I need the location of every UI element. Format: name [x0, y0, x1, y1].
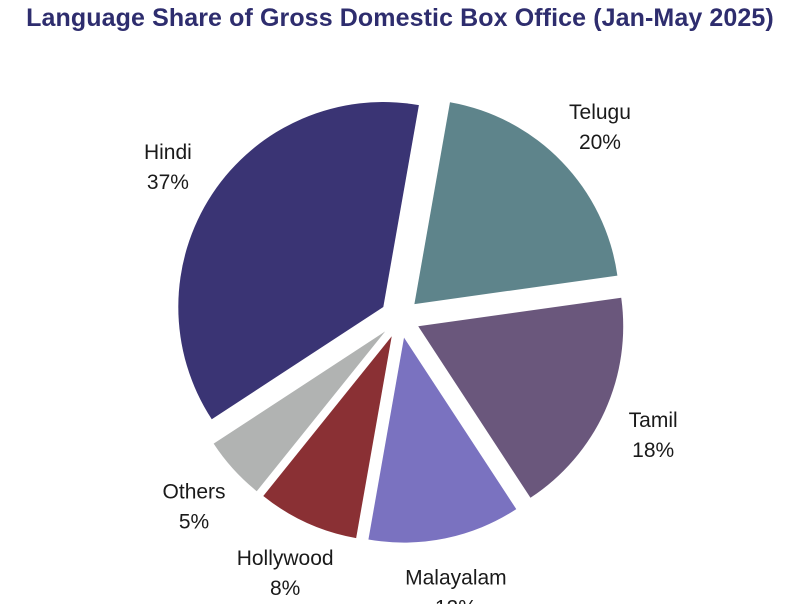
slice-others — [213, 331, 386, 492]
slice-label-hollywood: Hollywood — [237, 547, 334, 570]
slice-value-hollywood: 8% — [270, 577, 300, 600]
slice-label-hindi: Hindi — [144, 141, 192, 164]
chart-title: Language Share of Gross Domestic Box Off… — [26, 4, 774, 32]
slice-value-tamil: 18% — [632, 439, 674, 462]
slice-label-tamil: Tamil — [629, 409, 678, 432]
slice-value-others: 5% — [179, 511, 209, 534]
slice-malayalam — [368, 337, 517, 543]
slice-tamil — [418, 297, 624, 498]
slice-label-malayalam: Malayalam — [405, 566, 507, 589]
slice-value-malayalam: 12% — [435, 596, 477, 604]
slice-hindi — [178, 101, 419, 420]
slice-value-telugu: 20% — [579, 131, 621, 154]
slice-hollywood — [263, 336, 392, 539]
slice-telugu — [414, 102, 618, 305]
slice-value-hindi: 37% — [147, 171, 189, 194]
slice-label-others: Others — [163, 481, 226, 504]
slice-label-telugu: Telugu — [569, 101, 631, 124]
